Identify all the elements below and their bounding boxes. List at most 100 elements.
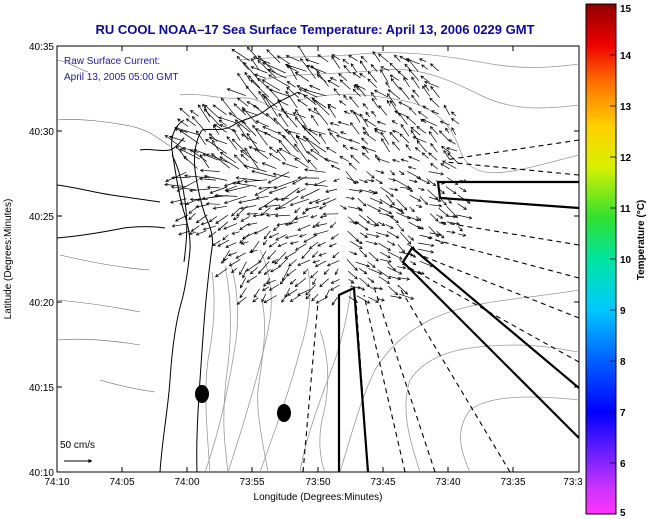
current-vector-head bbox=[225, 189, 230, 193]
current-vector-head bbox=[439, 120, 444, 124]
current-vector bbox=[309, 198, 320, 204]
current-vector bbox=[443, 105, 451, 116]
current-vector bbox=[430, 143, 438, 153]
station-marker bbox=[277, 404, 291, 422]
current-vector bbox=[349, 251, 357, 255]
current-vector-head bbox=[307, 159, 312, 163]
current-vector bbox=[258, 250, 267, 264]
current-vector bbox=[406, 116, 417, 125]
current-vector bbox=[428, 171, 444, 175]
colorbar-tick-label: 11 bbox=[620, 204, 631, 215]
current-vector-head bbox=[232, 181, 236, 185]
current-vector-head bbox=[387, 255, 391, 259]
current-vector bbox=[212, 240, 221, 246]
current-vector bbox=[387, 266, 402, 275]
current-vector-head bbox=[165, 178, 169, 183]
current-vector-head bbox=[261, 79, 266, 83]
current-vector bbox=[355, 261, 370, 267]
current-vector-head bbox=[359, 60, 364, 64]
current-vector-head bbox=[215, 273, 219, 278]
current-vector-head bbox=[452, 214, 457, 219]
current-vector bbox=[350, 110, 361, 117]
current-vector-head bbox=[174, 127, 178, 132]
current-vector bbox=[210, 186, 228, 194]
current-vector bbox=[217, 239, 230, 247]
current-vector bbox=[174, 127, 199, 136]
current-vector bbox=[350, 147, 358, 151]
current-vector bbox=[245, 85, 259, 100]
current-vector bbox=[416, 177, 430, 184]
current-vector-head bbox=[411, 208, 415, 213]
current-vector bbox=[451, 111, 457, 117]
current-vector-head bbox=[417, 198, 422, 202]
current-vector bbox=[356, 295, 370, 304]
current-vector-head bbox=[276, 149, 280, 153]
current-vector bbox=[282, 162, 299, 169]
current-vector bbox=[294, 143, 309, 164]
current-vector bbox=[342, 144, 349, 150]
current-vector-head bbox=[298, 88, 303, 92]
current-vector bbox=[440, 163, 450, 170]
current-vector bbox=[248, 75, 261, 89]
current-vector-head bbox=[379, 200, 383, 204]
current-vector bbox=[177, 179, 199, 192]
current-vector-head bbox=[378, 53, 382, 57]
current-vector-head bbox=[392, 158, 396, 163]
current-vector-head bbox=[284, 222, 289, 226]
current-vector bbox=[313, 99, 330, 116]
current-vector-head bbox=[343, 64, 347, 69]
current-vector-head bbox=[289, 241, 294, 245]
current-vector-head bbox=[239, 226, 243, 231]
current-vector bbox=[255, 120, 270, 128]
current-vector bbox=[304, 169, 326, 173]
current-vector-head bbox=[399, 133, 403, 137]
current-vector bbox=[325, 188, 338, 193]
current-vector bbox=[336, 134, 351, 142]
current-vector bbox=[408, 59, 419, 72]
current-vector bbox=[237, 56, 249, 70]
current-vector bbox=[319, 205, 327, 210]
current-vector-head bbox=[414, 147, 419, 151]
current-vector bbox=[253, 288, 260, 298]
current-vector-head bbox=[400, 158, 405, 162]
scale-label: 50 cm/s bbox=[60, 440, 95, 451]
current-vector-head bbox=[409, 188, 414, 193]
current-vector-head bbox=[329, 224, 334, 229]
current-vector bbox=[254, 226, 269, 235]
current-vector-head bbox=[239, 206, 244, 210]
current-vector bbox=[296, 136, 307, 142]
current-vector-head bbox=[421, 152, 426, 156]
current-vector-head bbox=[350, 280, 355, 284]
current-vector bbox=[358, 286, 365, 291]
current-vector bbox=[305, 284, 316, 296]
current-vector-head bbox=[261, 162, 266, 166]
current-vector-head bbox=[358, 207, 362, 211]
current-vector bbox=[285, 129, 300, 135]
current-vector bbox=[184, 175, 210, 179]
current-vector bbox=[377, 221, 385, 226]
current-vector bbox=[233, 103, 247, 116]
current-vector-head bbox=[350, 154, 354, 159]
current-vector bbox=[263, 239, 268, 246]
current-vector bbox=[451, 127, 457, 135]
current-vector bbox=[365, 240, 378, 245]
current-vector bbox=[378, 206, 392, 214]
current-vector-head bbox=[248, 249, 253, 254]
current-vector-head bbox=[438, 204, 443, 208]
current-vector bbox=[331, 56, 341, 69]
current-vector bbox=[371, 111, 377, 117]
current-vector-head bbox=[231, 269, 235, 273]
current-vector-head bbox=[408, 155, 412, 160]
current-vector bbox=[281, 187, 300, 201]
current-vector-head bbox=[286, 86, 290, 91]
current-vector bbox=[258, 197, 277, 210]
current-vector-head bbox=[274, 214, 279, 218]
current-vector bbox=[221, 98, 236, 117]
current-vector-head bbox=[185, 201, 190, 206]
current-vector-head bbox=[363, 253, 368, 258]
current-vector bbox=[408, 156, 420, 162]
current-vector bbox=[266, 85, 280, 101]
current-vector bbox=[317, 54, 329, 63]
current-vector bbox=[188, 213, 196, 220]
current-vector-head bbox=[215, 220, 219, 224]
